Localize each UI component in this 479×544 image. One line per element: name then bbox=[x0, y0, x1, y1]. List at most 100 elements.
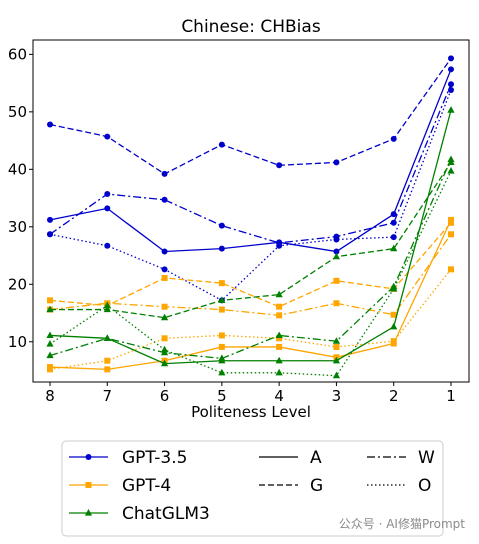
data-point-gpt-3-5-g bbox=[218, 141, 225, 148]
series-line-gpt-3-5-w bbox=[49, 84, 452, 244]
series-line-chatglm3-o bbox=[49, 170, 452, 377]
data-point-chatglm3-o bbox=[332, 371, 341, 379]
data-point-chatglm3-g bbox=[160, 313, 169, 321]
legend-entry-style-o: O bbox=[367, 476, 431, 496]
data-point-chatglm3-w bbox=[103, 334, 111, 341]
x-tick-label: 2 bbox=[389, 387, 399, 405]
x-tick-label: 6 bbox=[160, 387, 170, 405]
series-line-chatglm3-g bbox=[50, 162, 452, 319]
y-tick-label: 50 bbox=[8, 103, 27, 121]
plot-frame bbox=[32, 39, 470, 383]
series-line-gpt-3-5-o bbox=[49, 89, 452, 302]
data-point-gpt-3-5-w bbox=[448, 81, 454, 88]
data-point-gpt-4-g bbox=[276, 303, 283, 310]
data-point-gpt-4-a bbox=[276, 343, 283, 350]
data-point-chatglm3-a bbox=[332, 356, 341, 364]
legend-entry-chatglm3: ChatGLM3 bbox=[69, 504, 210, 524]
data-point-chatglm3-w bbox=[447, 155, 455, 163]
x-axis-label: Politeness Level bbox=[191, 403, 311, 421]
data-point-chatglm3-g bbox=[218, 296, 226, 303]
y-axis: 10 20 30 40 50 60 bbox=[8, 45, 33, 351]
series-gpt-3-5-w bbox=[47, 81, 454, 246]
series-gpt-3-5-a bbox=[47, 66, 454, 255]
data-point-gpt-3-5-w bbox=[161, 196, 168, 203]
y-tick-label: 10 bbox=[8, 333, 27, 351]
data-point-gpt-4-o bbox=[47, 366, 53, 373]
data-point-gpt-4-w bbox=[333, 300, 340, 307]
data-point-gpt-3-5-a bbox=[448, 66, 454, 73]
y-tick-label: 20 bbox=[8, 275, 27, 293]
series-line-gpt-3-5-a bbox=[49, 69, 452, 253]
data-point-gpt-3-5-g bbox=[390, 135, 397, 142]
series-line-gpt-4-g bbox=[49, 222, 452, 308]
data-point-gpt-3-5-w bbox=[218, 222, 225, 229]
data-point-gpt-4-g bbox=[448, 219, 454, 226]
legend-entry-style-g: G bbox=[259, 476, 323, 496]
series-line-gpt-4-w bbox=[49, 233, 452, 316]
data-point-gpt-3-5-w bbox=[390, 219, 397, 226]
data-point-gpt-4-a bbox=[104, 366, 111, 373]
series-layer bbox=[46, 55, 455, 379]
watermark-text: 公众号 · AI修猫Prompt bbox=[339, 516, 466, 531]
series-line-chatglm3-a bbox=[49, 109, 452, 365]
data-point-chatglm3-o bbox=[103, 301, 111, 309]
data-point-gpt-3-5-o bbox=[47, 231, 53, 238]
legend-entry-style-a: A bbox=[259, 448, 322, 468]
data-point-gpt-3-5-g bbox=[448, 55, 454, 62]
data-point-gpt-3-5-o bbox=[104, 242, 111, 249]
data-point-chatglm3-o bbox=[46, 340, 54, 347]
data-point-chatglm3-g bbox=[390, 244, 398, 252]
data-point-gpt-3-5-g bbox=[161, 170, 168, 177]
data-point-gpt-3-5-o bbox=[276, 242, 283, 249]
x-tick-label: 7 bbox=[103, 387, 113, 405]
data-point-chatglm3-o bbox=[160, 345, 169, 353]
x-tick-label: 3 bbox=[332, 387, 342, 405]
data-point-gpt-4-w bbox=[161, 303, 168, 310]
legend-entry-gpt-3-5: GPT-3.5 bbox=[69, 448, 187, 468]
legend-label: GPT-3.5 bbox=[122, 448, 187, 468]
data-point-chatglm3-w bbox=[332, 337, 341, 344]
data-point-gpt-4-o bbox=[390, 338, 397, 345]
data-point-gpt-3-5-g bbox=[104, 133, 111, 140]
series-line-gpt-3-5-g bbox=[49, 58, 452, 175]
data-point-gpt-4-g bbox=[333, 277, 340, 284]
series-line-chatglm3-w bbox=[49, 159, 452, 360]
data-point-chatglm3-o bbox=[218, 368, 226, 376]
legend-entry-style-w: W bbox=[367, 448, 435, 468]
legend-marker bbox=[84, 509, 93, 516]
data-point-chatglm3-a bbox=[160, 359, 169, 367]
data-point-chatglm3-a bbox=[390, 322, 398, 330]
data-point-chatglm3-g bbox=[46, 305, 54, 313]
legend-label: O bbox=[418, 476, 431, 496]
legend: GPT-3.5 GPT-4 ChatGLM3 AG WO bbox=[61, 440, 444, 537]
data-point-gpt-4-w bbox=[390, 311, 397, 318]
data-point-chatglm3-g bbox=[332, 252, 341, 260]
data-point-gpt-4-w bbox=[448, 231, 454, 238]
data-point-gpt-3-5-w bbox=[104, 191, 111, 198]
y-tick-label: 60 bbox=[8, 45, 27, 63]
x-axis: 8 7 6 5 4 3 2 1 bbox=[45, 382, 456, 405]
legend-label: G bbox=[310, 476, 323, 496]
data-point-chatglm3-o bbox=[447, 167, 455, 174]
legend-label: W bbox=[418, 448, 435, 468]
series-gpt-4-g bbox=[47, 219, 454, 310]
data-point-gpt-4-g bbox=[161, 274, 168, 281]
legend-label: ChatGLM3 bbox=[122, 504, 210, 524]
legend-box bbox=[61, 440, 444, 537]
data-point-chatglm3-a bbox=[46, 331, 54, 339]
x-tick-label: 1 bbox=[446, 387, 456, 405]
data-point-gpt-4-o bbox=[276, 335, 283, 342]
data-point-gpt-4-w bbox=[276, 312, 283, 319]
data-point-chatglm3-g bbox=[103, 305, 111, 313]
data-point-gpt-3-5-o bbox=[390, 234, 397, 241]
data-point-gpt-4-o bbox=[104, 357, 111, 364]
data-point-gpt-3-5-o bbox=[448, 87, 454, 94]
data-point-gpt-3-5-g bbox=[333, 159, 340, 166]
data-point-gpt-3-5-a bbox=[390, 211, 397, 218]
data-point-gpt-3-5-a bbox=[104, 205, 111, 212]
data-point-gpt-3-5-o bbox=[333, 236, 340, 243]
data-point-gpt-4-w bbox=[218, 306, 225, 313]
legend-marker bbox=[85, 454, 92, 460]
x-tick-label: 4 bbox=[274, 387, 284, 405]
